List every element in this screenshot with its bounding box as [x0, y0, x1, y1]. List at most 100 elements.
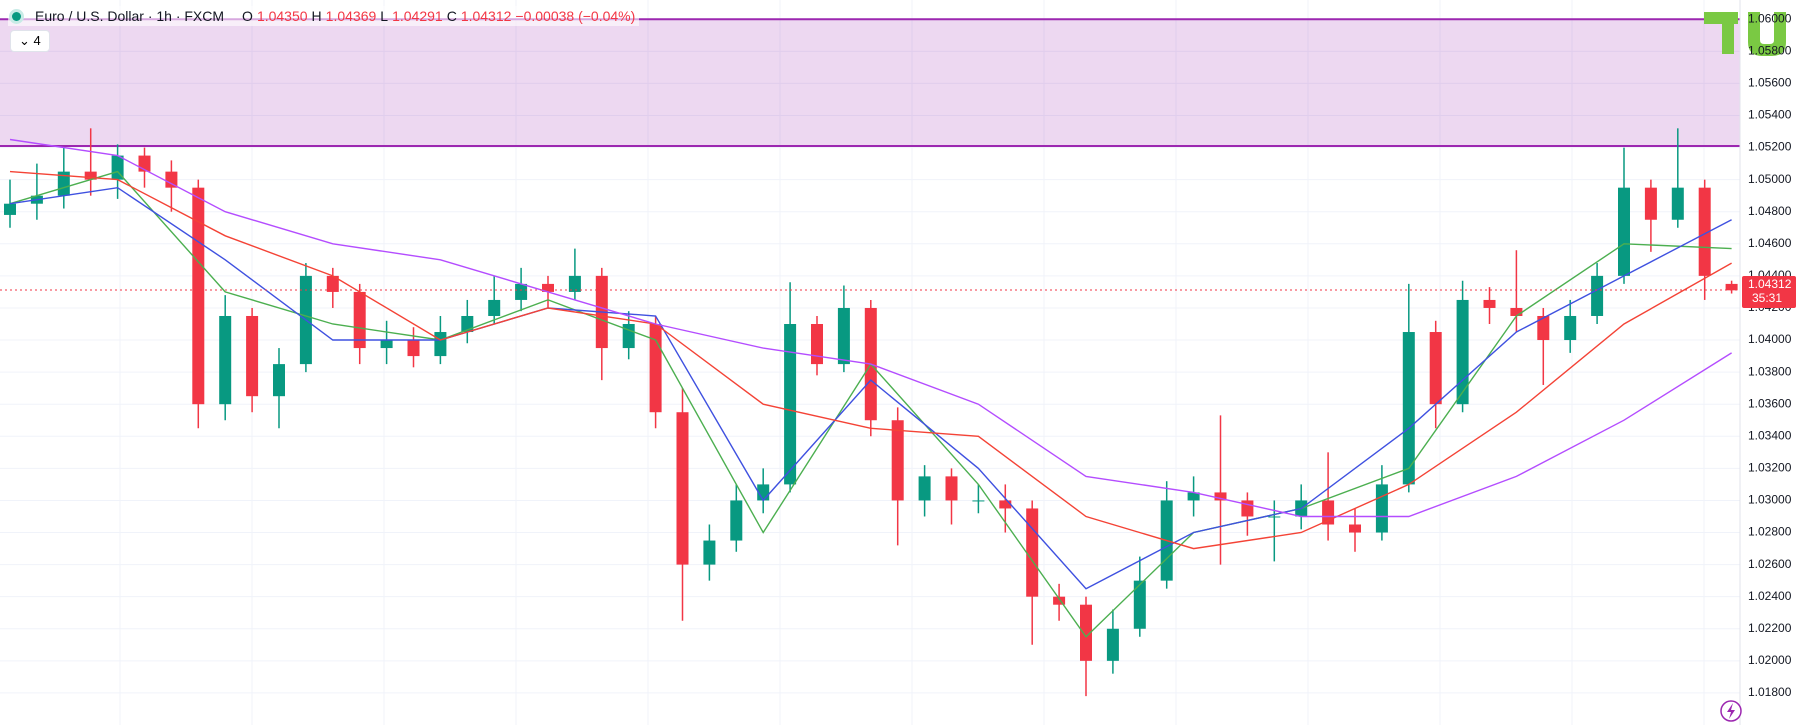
candle-body	[891, 420, 904, 501]
candle-body	[1644, 187, 1657, 220]
y-tick-label: 1.03400	[1748, 428, 1792, 442]
candle-body	[837, 307, 850, 365]
candle-body	[1375, 484, 1388, 533]
candle-body	[1456, 299, 1469, 405]
candle-body	[784, 324, 797, 485]
y-tick-label: 1.05200	[1748, 140, 1792, 154]
candle-body	[918, 476, 931, 501]
y-tick-label: 1.02600	[1748, 557, 1792, 571]
candle-body	[273, 364, 285, 397]
candle-body	[1053, 596, 1066, 605]
moving-average	[9, 138, 1732, 518]
low-label: L	[380, 8, 389, 24]
candle-body	[57, 171, 70, 196]
y-tick-label: 1.02400	[1748, 589, 1792, 603]
candle-body	[945, 476, 958, 501]
candle-body	[246, 315, 259, 397]
y-tick-label: 1.02000	[1748, 653, 1792, 667]
open-label: O	[242, 8, 253, 24]
candle-body	[703, 540, 716, 565]
candle-body	[1725, 283, 1738, 291]
candle-body	[730, 500, 743, 541]
candle-body	[1537, 315, 1550, 341]
candle-body	[1106, 628, 1119, 661]
candle-body	[219, 315, 232, 405]
candle-body	[4, 203, 16, 215]
candle-body	[515, 283, 528, 300]
candle-body	[622, 324, 635, 349]
candle-body	[461, 315, 474, 333]
candle-body	[972, 500, 985, 502]
y-tick-label: 1.06000	[1748, 11, 1792, 25]
candle-body	[380, 340, 393, 349]
y-tick-label: 1.03800	[1748, 364, 1792, 378]
candle-body	[326, 275, 339, 292]
y-tick-label: 1.03600	[1748, 396, 1792, 410]
y-tick-label: 1.04800	[1748, 204, 1792, 218]
logo	[1704, 12, 1786, 56]
countdown-label: 35:31	[1752, 291, 1782, 305]
candle-body	[1510, 307, 1523, 316]
candle-body	[1133, 580, 1146, 629]
candle-body	[1026, 508, 1039, 597]
candle-body	[1080, 604, 1092, 661]
zone	[0, 19, 1740, 146]
last-price-label: 1.04312	[1748, 277, 1792, 291]
legend-header: Euro / U.S. Dollar · 1h · FXCM O 1.04350 …	[8, 6, 640, 26]
candle-body	[999, 500, 1012, 509]
candle-body	[568, 275, 581, 292]
candle-body	[407, 340, 420, 357]
candle-body	[649, 324, 662, 413]
candle-body	[1349, 524, 1361, 533]
y-tick-label: 1.02800	[1748, 525, 1792, 539]
last-price-tag	[1742, 276, 1796, 308]
candle-body	[1591, 275, 1604, 316]
open-value: 1.04350	[256, 8, 308, 24]
y-tick-label: 1.01800	[1748, 685, 1792, 699]
candle-body	[1698, 187, 1711, 276]
candle-body	[1214, 492, 1227, 501]
candle-body	[542, 283, 554, 292]
vertical-grid	[119, 0, 1705, 725]
candle-body	[488, 299, 501, 316]
close-value: 1.04312	[460, 8, 512, 24]
candle-body	[1187, 492, 1200, 501]
candle-body	[165, 171, 178, 188]
y-tick-label: 1.05000	[1748, 172, 1792, 186]
close-label: C	[446, 8, 457, 24]
candle-body	[676, 412, 689, 565]
y-tick-label: 1.05800	[1748, 43, 1792, 57]
high-label: H	[311, 8, 322, 24]
candle-body	[84, 171, 97, 180]
indicator-count: 4	[33, 33, 41, 48]
candle-body	[1671, 187, 1684, 220]
candle-body	[811, 324, 823, 365]
y-tick-label: 1.03000	[1748, 493, 1792, 507]
candle-body	[192, 187, 205, 405]
candle-body	[1618, 187, 1630, 276]
candle-body	[1429, 332, 1442, 405]
y-tick-label: 1.05600	[1748, 76, 1792, 90]
y-tick-label: 1.02200	[1748, 621, 1792, 635]
candle-body	[434, 332, 447, 357]
candle-body	[1483, 299, 1496, 308]
candle-body	[111, 155, 124, 180]
candle-body	[1564, 315, 1577, 341]
low-value: 1.04291	[392, 8, 443, 24]
moving-average	[9, 170, 1732, 550]
candle-body	[1402, 332, 1415, 485]
y-tick-label: 1.03200	[1748, 461, 1792, 475]
candle-body	[353, 291, 366, 349]
change: −0.00038 (−0.04%)	[515, 8, 636, 24]
market-status	[12, 11, 21, 21]
moving-average	[9, 186, 1732, 590]
y-tick-label: 1.04600	[1748, 236, 1792, 250]
lightning-button[interactable]	[1720, 700, 1742, 722]
indicators-toggle[interactable]: ⌄ 4	[10, 30, 50, 52]
candle-body	[1268, 516, 1281, 518]
symbol[interactable]: Euro / U.S. Dollar · 1h · FXCM	[35, 8, 225, 24]
y-tick-label: 1.05400	[1748, 108, 1792, 122]
y-tick-label: 1.04000	[1748, 332, 1792, 346]
